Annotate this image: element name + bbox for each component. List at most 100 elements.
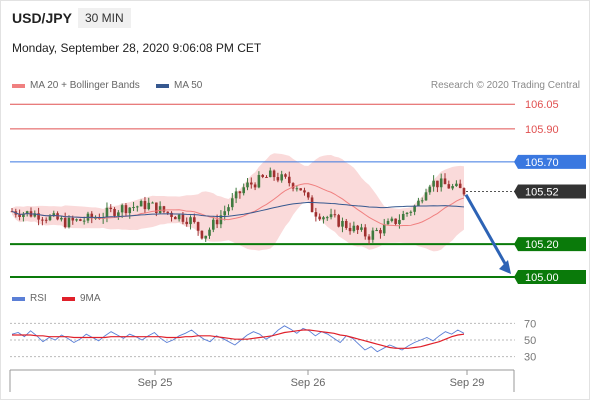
level-label-pivot: 105.70 [525,157,559,169]
candle-body [398,219,401,224]
candle-body [348,227,352,232]
candle-body [420,200,424,202]
x-axis: Sep 25 Sep 26 Sep 29 [9,369,515,392]
candle-body [177,214,181,220]
candle-body [67,217,71,228]
candle-body [265,176,268,178]
candle-body [367,236,371,240]
legend-ma50: MA 50 [156,80,202,91]
candle-body [287,176,291,184]
candle-body [215,219,219,225]
candle-body [41,219,44,221]
datetime-stamp: Monday, September 28, 2020 9:06:08 PM CE… [12,41,262,55]
level-labels: 106.05 105.90 105.70 105.52 105.20 105.00 [514,99,586,285]
candle-body [204,235,208,239]
candle-body [196,222,200,231]
candle-body [75,219,78,221]
candle-body [25,211,29,214]
candle-body [208,229,211,236]
candle-body [79,219,82,221]
candle-body [238,191,242,194]
candle-body [71,217,75,221]
candle-body [117,212,120,216]
candle-body [379,230,382,234]
candle-body [124,205,128,214]
level-tag-support [514,270,586,285]
x-tick-label: Sep 25 [138,377,173,389]
candle-body [424,192,428,201]
candle-body [337,215,340,227]
legend-ma20: MA 20 + Bollinger Bands [12,80,140,91]
candle-body [227,207,230,212]
level-label-support: 105.20 [525,239,559,251]
legend-9ma: 9MA [62,293,101,304]
candle-body [417,200,420,206]
legend-rsi-label: RSI [30,293,47,304]
rsi-tick-label: 70 [524,318,536,330]
candle-body [458,183,462,189]
candle-body [325,217,329,219]
rsi-line [11,325,465,353]
candle-body [291,183,295,189]
candle-body [113,208,116,216]
pair-title: USD/JPY [12,10,72,26]
candle-body [223,211,227,216]
bollinger-band-area [12,153,464,252]
candle-body [147,202,151,210]
candle-body [231,198,234,208]
candle-body [439,178,443,188]
candle-body [455,183,458,187]
candle-body [436,180,439,188]
ma50-line [11,201,465,218]
level-tag-last [514,184,586,199]
candle-body [409,211,413,213]
x-tick-label: Sep 29 [450,377,485,389]
candle-body [166,211,170,213]
candle-body [344,220,348,228]
level-label-support: 105.00 [525,272,559,284]
level-label-resistance: 106.05 [525,99,559,111]
9ma-swatch [62,296,75,301]
ma50-swatch [156,83,169,88]
candle-body [390,218,394,221]
rsi-panel: 70 50 30 [10,318,536,364]
legend-rsi: RSI [12,293,47,304]
candle-body [181,214,185,222]
candle-body [462,188,466,195]
candle-body [170,212,173,217]
rsi-tick-label: 50 [524,335,536,347]
candle-body [405,212,409,214]
legend-9ma-label: 9MA [80,293,101,304]
candle-body [371,230,375,240]
candle-body [249,182,253,185]
candle-body [18,214,21,217]
candle-body [143,201,147,210]
candle-body [428,186,432,193]
candle-body [219,215,223,225]
candle-body [284,174,287,177]
candle-body [363,227,367,237]
candle-body [295,188,299,190]
candle-body [44,219,48,221]
candle-body [394,218,397,224]
forecast-arrow-head [499,260,511,275]
candle-body [306,192,310,198]
candle-body [280,174,283,181]
candle-body [82,220,86,222]
candle-body [257,174,261,188]
forecast-arrow-shaft [464,194,509,268]
candle-body [352,225,356,232]
candle-body [299,188,302,191]
candle-body [94,217,97,219]
candle-body [155,202,158,213]
candle-body [234,191,238,199]
timeframe-badge[interactable]: 30 MIN [78,8,131,28]
candle-body [276,177,280,181]
rsi-tick-label: 30 [524,352,536,364]
candle-body [360,227,363,230]
candle-body [37,213,40,220]
candle-body [329,214,333,218]
level-lines [10,103,515,279]
forecast-arrow [464,194,511,275]
